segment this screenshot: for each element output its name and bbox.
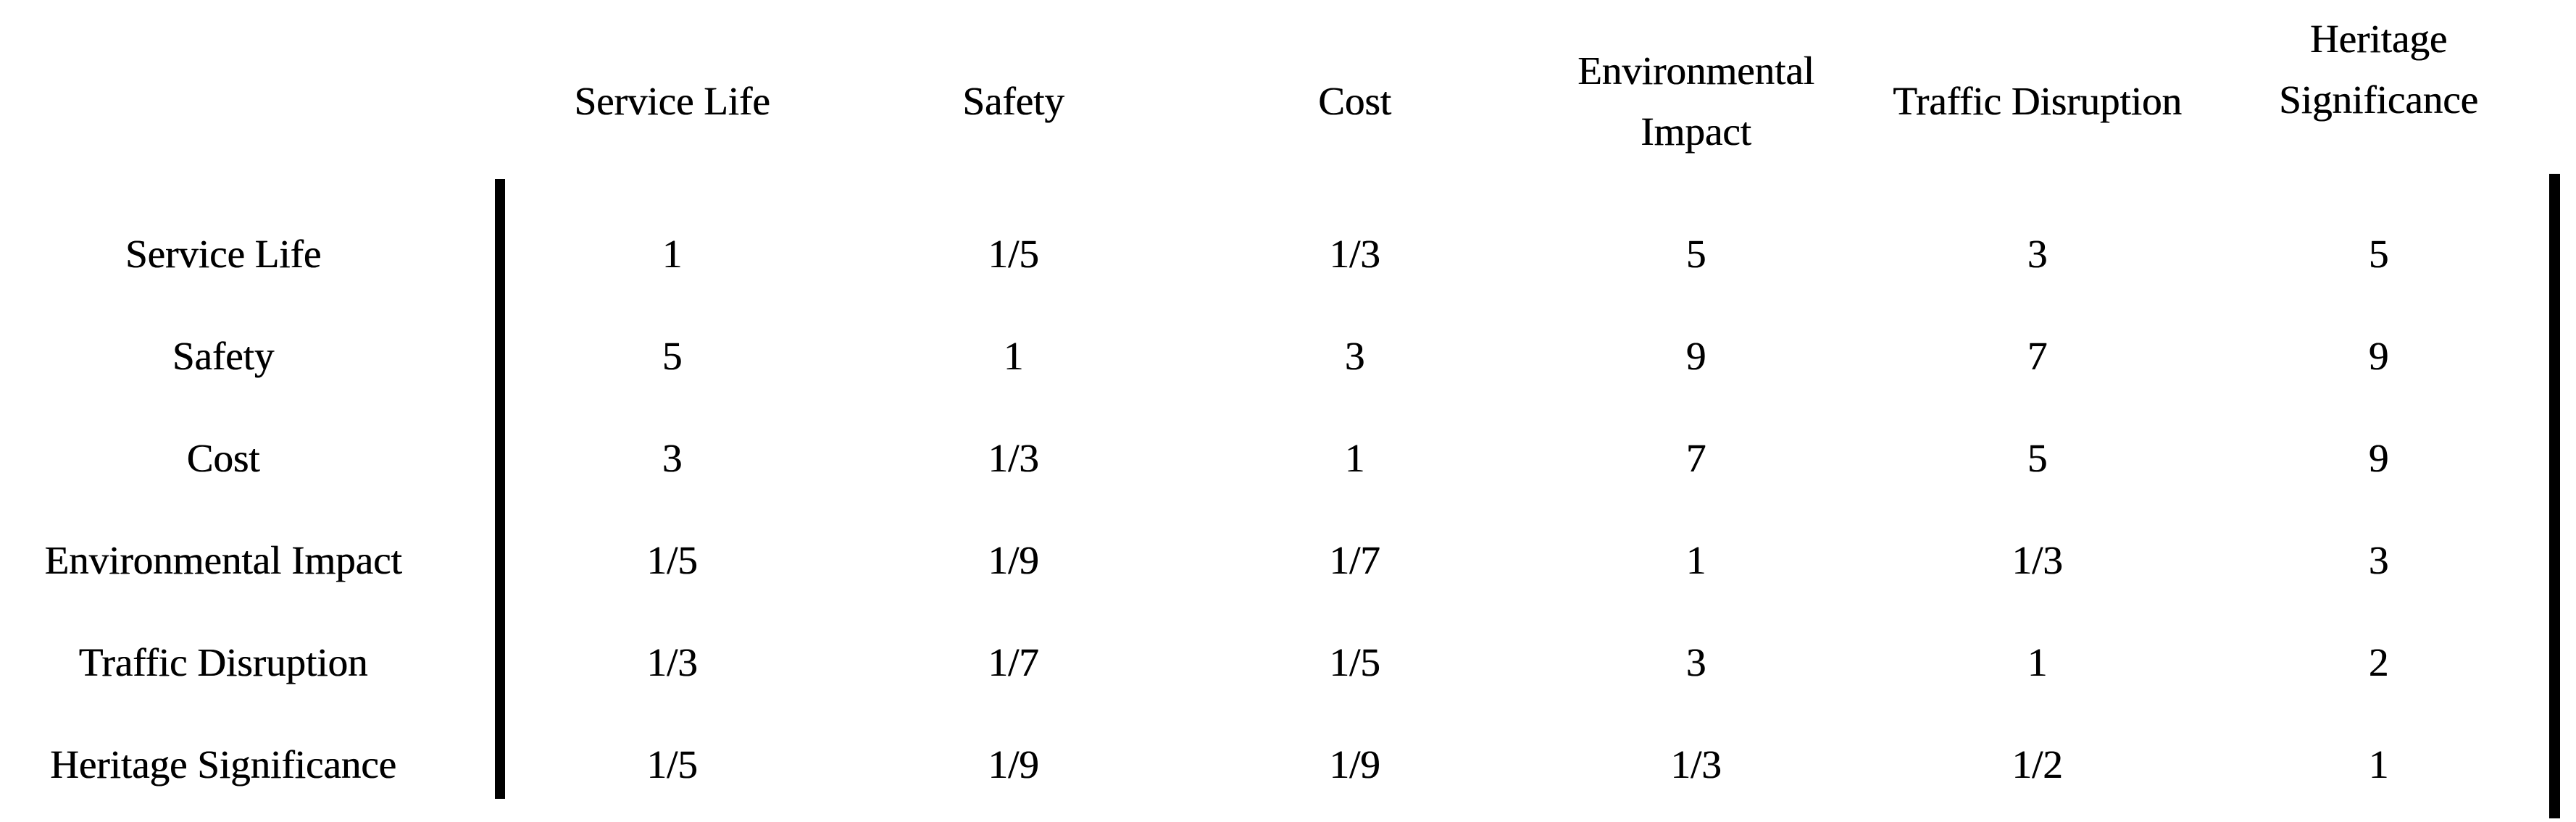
row-label-cost: Cost (186, 435, 260, 480)
column-header-label: Service Life (574, 79, 770, 123)
corner-cell (0, 0, 501, 203)
row-label-environmental-impact: Environmental Impact (44, 537, 402, 582)
matrix-cell: 9 (2368, 333, 2389, 378)
matrix-cell: 1 (1003, 333, 1024, 378)
row-label-traffic-disruption: Traffic Disruption (78, 639, 368, 684)
matrix-cell: 1/5 (988, 231, 1039, 276)
matrix-cell: 1/3 (2012, 537, 2063, 582)
matrix-cell: 1/5 (1329, 639, 1380, 684)
matrix-cell: 5 (2368, 231, 2389, 276)
matrix-cell: 1/3 (646, 639, 698, 684)
column-header-label: Cost (1318, 79, 1391, 123)
column-header-label: Traffic Disruption (1893, 79, 2182, 123)
left-vertical-rule (495, 179, 505, 799)
matrix-cell: 9 (2368, 435, 2389, 480)
matrix-cell: 1 (2368, 742, 2389, 787)
matrix-cell: 1/7 (1329, 537, 1380, 582)
matrix-cell: 1/9 (988, 537, 1039, 582)
column-header-environmental-impact: Environmental Impact (1525, 0, 1867, 203)
matrix-cell: 3 (1344, 333, 1365, 378)
matrix-cell: 1/7 (988, 639, 1039, 684)
column-header-label: Environmental Impact (1577, 49, 1814, 154)
column-header-safety: Safety (843, 0, 1184, 203)
row-label-heritage-significance: Heritage Significance (50, 742, 396, 787)
column-header-cost: Cost (1184, 0, 1525, 203)
matrix-cell: 1 (662, 231, 683, 276)
row-label-service-life: Service Life (125, 231, 322, 276)
matrix-cell: 2 (2368, 639, 2389, 684)
row-label-safety: Safety (172, 333, 275, 378)
matrix-cell: 1/2 (2012, 742, 2063, 787)
matrix-cell: 1/5 (646, 742, 698, 787)
matrix-cell: 1 (2027, 639, 2048, 684)
column-header-service-life: Service Life (501, 0, 843, 203)
matrix-cell: 1/9 (1329, 742, 1380, 787)
matrix-cell: 1 (1344, 435, 1365, 480)
column-header-traffic-disruption: Traffic Disruption (1867, 0, 2208, 203)
matrix-cell: 5 (662, 333, 683, 378)
matrix-cell: 9 (1685, 333, 1706, 378)
matrix-cell: 1/9 (988, 742, 1039, 787)
matrix-cell: 3 (2027, 231, 2048, 276)
column-header-label: Heritage Significance (2279, 17, 2478, 122)
right-vertical-rule (2549, 174, 2560, 818)
matrix-cell: 5 (2027, 435, 2048, 480)
matrix-cell: 3 (2368, 537, 2389, 582)
matrix-cell: 1/3 (1329, 231, 1380, 276)
matrix-cell: 1/3 (988, 435, 1039, 480)
matrix-cell: 7 (2027, 333, 2048, 378)
matrix-cell: 1 (1685, 537, 1706, 582)
matrix-cell: 7 (1685, 435, 1706, 480)
matrix-cell: 1/3 (1670, 742, 1722, 787)
matrix-cell: 5 (1685, 231, 1706, 276)
matrix-cell: 3 (1685, 639, 1706, 684)
matrix-cell: 1/5 (646, 537, 698, 582)
column-header-heritage-significance: Heritage Significance (2208, 0, 2549, 203)
matrix-cell: 3 (662, 435, 683, 480)
column-header-label: Safety (962, 79, 1064, 123)
